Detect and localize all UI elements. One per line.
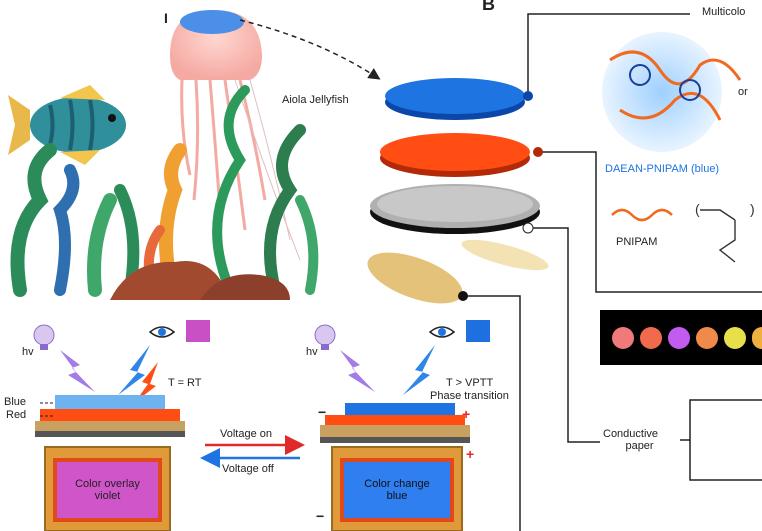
or-label: or [738, 86, 748, 98]
voltage-off-label: Voltage off [222, 463, 274, 475]
fish-icon [8, 85, 126, 165]
svg-text:(: ( [695, 201, 700, 217]
paper-layer [367, 239, 549, 304]
pnipam-wave [611, 208, 673, 222]
layer-red [380, 133, 530, 177]
connector-dot [523, 91, 533, 101]
connector-dot [458, 291, 468, 301]
section-label-i: I [164, 10, 168, 26]
svg-text:): ) [750, 201, 755, 217]
connector-dot [522, 222, 534, 234]
device-left [35, 395, 185, 531]
plus-sign: + [466, 446, 475, 462]
dashed-arrow [239, 19, 381, 80]
connector-lines [463, 13, 762, 531]
reflection-bolt-icon [118, 345, 150, 395]
minus-sign: − [316, 508, 325, 524]
sound-wave-icon [26, 40, 138, 90]
indicator-swatch-right [466, 320, 490, 342]
device-right [320, 403, 470, 531]
reflection-bolt-icon [135, 362, 158, 402]
indicator-swatch-left [186, 320, 210, 342]
color-dot [752, 327, 762, 349]
multicolor-label: Multicolo [702, 6, 746, 18]
voltage-on-label: Voltage on [220, 428, 272, 440]
layer-gray [370, 184, 540, 234]
hv-label-right: hv [306, 346, 318, 358]
seaweed-icon [10, 85, 319, 297]
temperature-label-right: T > VPTT [446, 377, 494, 389]
jellyfish-icon [170, 10, 301, 261]
color-dot [668, 327, 690, 349]
layer-blue [385, 78, 525, 120]
overlay-label: Color overlay violet [75, 478, 140, 502]
light-bolt-icon [340, 350, 375, 392]
eye-icon [428, 326, 456, 338]
conductive-paper-label: Conductive paper [603, 428, 659, 452]
eye-icon [148, 326, 176, 338]
rock-icon [110, 261, 230, 300]
temperature-label-left: T = RT [168, 377, 202, 389]
color-dot [696, 327, 718, 349]
color-dot [724, 327, 746, 349]
plus-sign: + [462, 406, 471, 422]
polymer-structure-icon [602, 32, 742, 152]
lightbulb-icon [33, 324, 55, 350]
color-dot [640, 327, 662, 349]
light-bolt-icon [60, 350, 95, 392]
polymer-label: DAEAN-PNIPAM (blue) [605, 163, 720, 175]
creature-label: Aiola Jellyfish [282, 94, 349, 106]
minus-sign: − [318, 404, 327, 420]
lightbulb-icon [314, 324, 336, 350]
color-change-label: Color change blue [364, 478, 430, 502]
panel-label-b: B [482, 0, 495, 14]
hv-label-left: hv [22, 346, 34, 358]
blue-layer-label: Blue [4, 396, 27, 408]
connector-dot [533, 147, 543, 157]
pnipam-structure-icon: ( ) [695, 201, 755, 263]
reflection-bolt-icon [403, 345, 435, 395]
color-dot [612, 327, 634, 349]
rock-icon [200, 274, 290, 300]
red-layer-label: Red [6, 409, 27, 421]
pnipam-label: PNIPAM [616, 236, 658, 248]
phase-transition-label: Phase transition [430, 390, 509, 402]
